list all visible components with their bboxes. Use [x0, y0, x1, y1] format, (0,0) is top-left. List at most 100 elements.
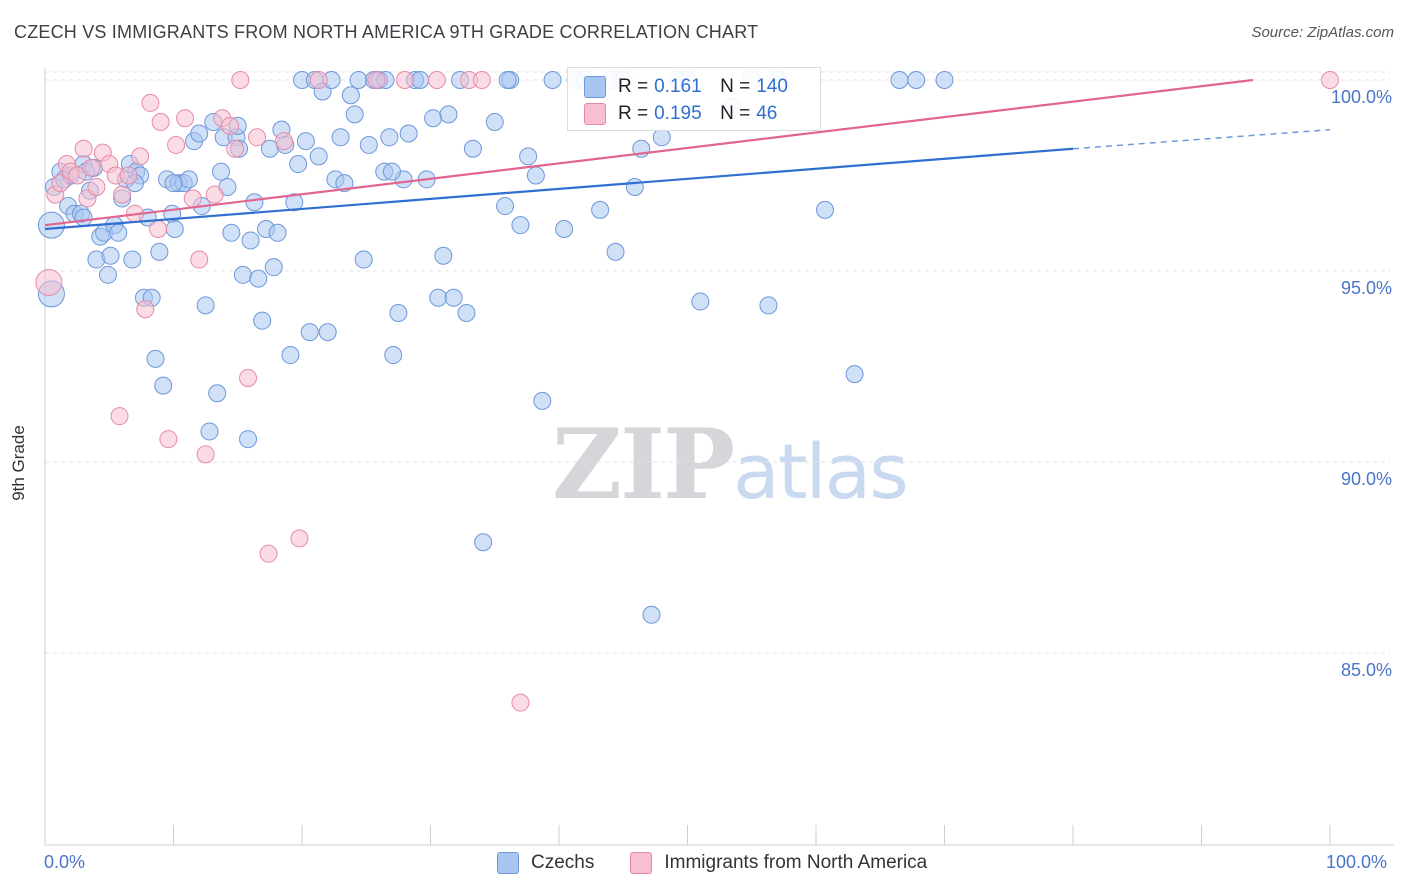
czechs-point — [935, 71, 954, 89]
immigrants-point — [1321, 71, 1339, 89]
czechs-point — [212, 162, 231, 181]
czechs-point — [411, 71, 430, 89]
czechs-point — [543, 71, 562, 89]
czechs-point — [222, 223, 241, 242]
immigrants-trend-line — [44, 78, 1254, 227]
czechs-point — [890, 71, 909, 89]
x-tick-label-max: 100.0% — [1326, 852, 1388, 872]
czechs-legend-swatch — [497, 852, 519, 874]
czechs-point — [245, 193, 264, 212]
czechs-point — [354, 250, 373, 269]
czechs-point — [264, 258, 283, 277]
chart-title: CZECH VS IMMIGRANTS FROM NORTH AMERICA 9… — [14, 22, 759, 42]
czechs-point — [519, 147, 538, 166]
czechs-point — [98, 265, 117, 284]
czechs-point — [109, 223, 128, 242]
czechs-point — [349, 71, 368, 89]
stats-row-czechs: R = 0.161 N = 140 — [584, 74, 788, 100]
czechs-points — [37, 71, 954, 624]
czechs-point — [815, 200, 834, 219]
czechs-point — [179, 170, 198, 189]
axes — [44, 68, 1394, 846]
czechs-point — [285, 193, 304, 212]
czechs-point — [190, 124, 209, 143]
czechs-point — [74, 208, 93, 227]
czechs-point — [759, 296, 778, 315]
y-axis-label: 9th Grade — [9, 425, 28, 501]
czechs-trend-extension — [1072, 128, 1331, 150]
czechs-point — [591, 200, 610, 219]
immigrants-point — [183, 189, 202, 208]
czechs-point — [424, 109, 443, 128]
y-tick-label: 95.0% — [1340, 278, 1392, 298]
immigrants-point — [239, 368, 258, 387]
czechs-point — [309, 147, 328, 166]
immigrants-legend-swatch — [630, 852, 653, 874]
immigrants-point — [190, 250, 209, 269]
stats-row-immigrants: R = 0.195 N = 46 — [584, 101, 777, 127]
legend-item-czechs[interactable]: Czechs — [497, 852, 594, 874]
watermark-atlas: atlas — [733, 427, 909, 516]
y-tick-label: 90.0% — [1340, 469, 1392, 489]
immigrants-point — [136, 300, 155, 319]
immigrants-point — [167, 135, 186, 154]
czechs-point — [444, 288, 463, 307]
czechs-point — [457, 304, 476, 323]
czechs-point — [474, 533, 493, 552]
czechs-point — [150, 242, 169, 261]
czechs-point — [463, 139, 482, 158]
czechs-point — [146, 349, 165, 368]
immigrants-point — [395, 71, 414, 89]
czechs-point — [101, 246, 120, 265]
czechs-point — [233, 265, 252, 284]
immigrants-point — [110, 407, 129, 426]
immigrants-point — [259, 544, 278, 563]
immigrants-point — [87, 177, 106, 196]
series-legend: Czechs Immigrants from North America — [497, 852, 963, 874]
r-value: 0.161 — [654, 76, 702, 97]
immigrants-points — [35, 71, 1339, 712]
immigrants-point — [149, 219, 168, 238]
czechs-point — [606, 242, 625, 261]
czechs-point — [498, 71, 517, 89]
czechs-point — [296, 132, 315, 151]
czechs-point — [154, 376, 173, 395]
immigrants-swatch — [584, 103, 606, 125]
czechs-point — [496, 197, 515, 216]
czechs-point — [289, 155, 308, 174]
czechs-point — [555, 219, 574, 238]
czechs-point — [249, 269, 268, 288]
immigrants-point — [131, 147, 150, 166]
czechs-point — [123, 250, 142, 269]
immigrants-point — [141, 93, 160, 112]
r-label: R = — [618, 76, 649, 97]
immigrants-point — [51, 174, 70, 193]
immigrants-point — [196, 445, 215, 464]
immigrants-point — [511, 693, 530, 712]
czechs-point — [845, 365, 864, 384]
czechs-point — [526, 166, 545, 185]
czechs-point — [208, 384, 227, 403]
czechs-point — [164, 174, 183, 193]
czechs-point — [300, 323, 319, 342]
czechs-point — [200, 422, 219, 441]
immigrants-point — [159, 430, 178, 449]
immigrants-point — [74, 139, 93, 158]
czechs-point — [533, 391, 552, 410]
immigrants-point — [221, 116, 240, 135]
legend-item-immigrants[interactable]: Immigrants from North America — [630, 852, 927, 874]
immigrants-point — [427, 71, 446, 89]
n-value: 46 — [756, 103, 778, 124]
immigrants-point — [35, 268, 63, 296]
czechs-point — [652, 128, 671, 147]
czechs-point — [691, 292, 710, 311]
immigrants-point — [113, 185, 132, 204]
czechs-point — [196, 296, 215, 315]
czechs-point — [359, 135, 378, 154]
watermark-zip: ZIP — [552, 408, 735, 521]
immigrants-point — [176, 109, 195, 128]
immigrants-point — [119, 166, 138, 185]
immigrants-point — [68, 166, 87, 185]
r-label: R = — [618, 103, 649, 124]
immigrants-point — [226, 139, 245, 158]
